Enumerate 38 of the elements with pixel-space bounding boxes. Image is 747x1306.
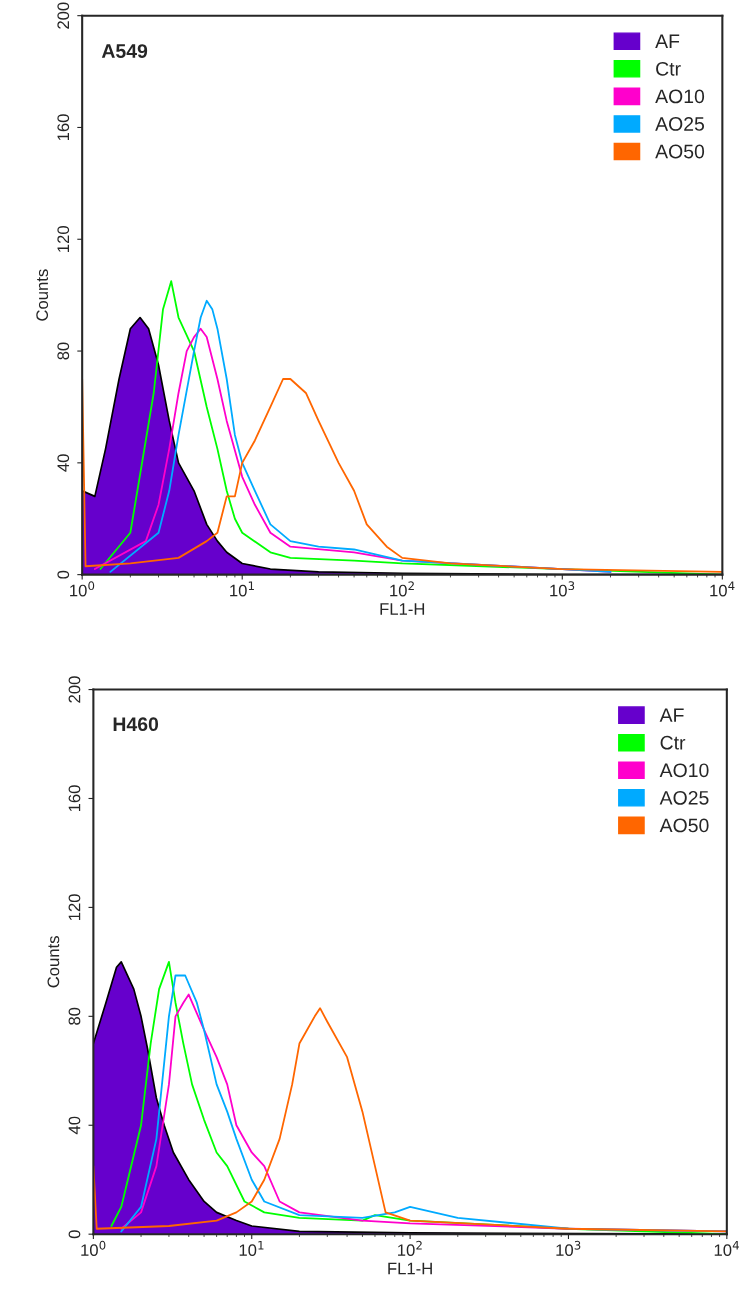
legend-label: AO25 bbox=[659, 790, 709, 805]
legend-label: AF bbox=[655, 34, 680, 48]
x-tick-label: 10$^{1}$ bbox=[230, 581, 254, 597]
x-tick-label: 10$^{3}$ bbox=[556, 1240, 581, 1257]
x-tick-label: 10$^{2}$ bbox=[390, 581, 414, 597]
x-tick-label: 10$^{3}$ bbox=[550, 581, 575, 597]
text: A549 bbox=[101, 44, 148, 58]
legend-label: Ctr bbox=[660, 735, 686, 750]
text: H460 bbox=[113, 717, 159, 732]
legend-label: AF bbox=[659, 708, 684, 722]
legend-label: AO10 bbox=[659, 763, 709, 778]
x-tick-label: 10$^{0}$ bbox=[81, 1240, 106, 1257]
y-axis-title: Counts bbox=[36, 269, 49, 321]
y-tick-label: 0 bbox=[57, 570, 70, 579]
y-tick-label: 160 bbox=[68, 785, 81, 812]
legend-label: Ctr bbox=[656, 61, 681, 76]
y-tick-label: 120 bbox=[68, 894, 81, 921]
x-axis-title: FL1-H bbox=[388, 1262, 432, 1275]
x-tick-label: 10$^{2}$ bbox=[398, 1240, 422, 1257]
y-tick-label: 120 bbox=[57, 226, 70, 252]
x-tick-label: 10$^{4}$ bbox=[710, 581, 735, 597]
y-tick-label: 200 bbox=[68, 676, 81, 703]
legend-label: AO50 bbox=[659, 818, 709, 833]
legend-label: AO10 bbox=[655, 89, 705, 104]
x-tick-label: 10$^{4}$ bbox=[714, 1240, 739, 1257]
x-tick-label: 10$^{0}$ bbox=[70, 581, 95, 597]
legend-label: AO50 bbox=[655, 144, 705, 159]
y-tick-label: 0 bbox=[68, 1230, 81, 1239]
legend-label: AO25 bbox=[655, 117, 705, 131]
y-axis-title: Counts bbox=[47, 936, 60, 988]
x-axis-title: FL1-H bbox=[380, 603, 425, 615]
x-tick-label: 10$^{1}$ bbox=[239, 1240, 264, 1257]
y-tick-label: 40 bbox=[57, 454, 70, 472]
y-tick-label: 200 bbox=[57, 2, 70, 29]
y-tick-label: 40 bbox=[68, 1116, 81, 1135]
y-tick-label: 80 bbox=[68, 1007, 81, 1025]
y-tick-label: 80 bbox=[57, 342, 70, 360]
y-tick-label: 160 bbox=[57, 114, 70, 141]
